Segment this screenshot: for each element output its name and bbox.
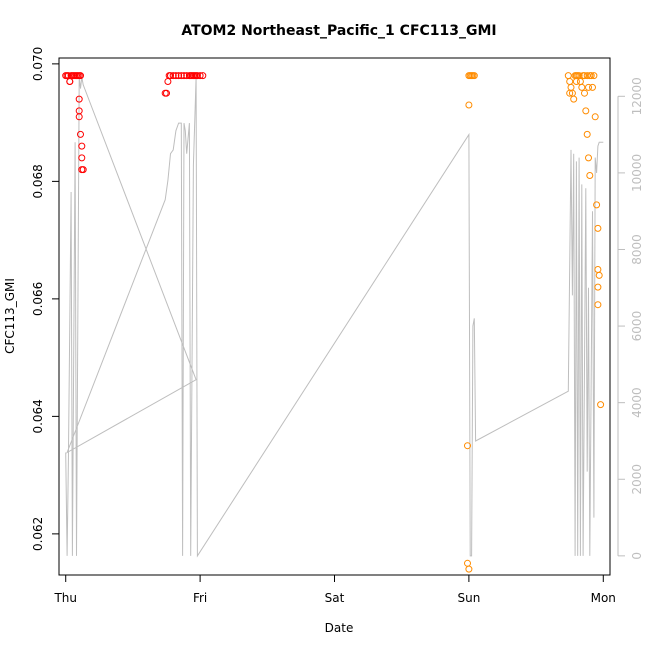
x-axis: Thu Fri Sat Sun Mon [53, 574, 616, 605]
data-point [594, 283, 602, 291]
data-point [595, 271, 603, 279]
x-tick-label: Sun [457, 591, 480, 605]
data-point [585, 83, 592, 91]
data-point [172, 72, 180, 80]
data-point [78, 154, 86, 162]
data-point [594, 224, 602, 232]
data-point [75, 95, 83, 103]
data-point [470, 72, 478, 80]
x-axis-label: Date [325, 621, 354, 635]
data-point [585, 154, 592, 162]
points-layer [62, 72, 605, 573]
data-point [578, 83, 586, 91]
data-point [465, 101, 473, 109]
data-point [78, 142, 86, 150]
y-tick-label: 0.070 [31, 47, 45, 81]
data-point [594, 266, 602, 273]
y-tick-label: 0.064 [31, 399, 45, 433]
x-tick-label: Fri [193, 591, 207, 605]
data-point [590, 72, 598, 80]
data-point [587, 72, 595, 80]
y2-tick-label: 12000 [630, 77, 644, 115]
data-point [567, 83, 575, 91]
data-point [597, 401, 605, 409]
data-point [169, 72, 177, 80]
data-point [196, 72, 204, 80]
y2-tick-label: 10000 [630, 154, 644, 192]
x-tick-label: Sat [325, 591, 345, 605]
data-point [163, 89, 170, 97]
data-point [593, 201, 601, 209]
data-point [66, 78, 74, 85]
y-tick-label: 0.062 [31, 517, 45, 551]
data-point [164, 78, 172, 85]
y-axis-left: 0.062 0.064 0.066 0.068 0.070 [31, 47, 60, 551]
data-point [465, 565, 473, 573]
data-point [583, 72, 591, 80]
y2-tick-label: 6000 [630, 311, 644, 342]
data-point [167, 72, 174, 80]
chart-title: ATOM2 Northeast_Pacific_1 CFC113_GMI [181, 23, 496, 39]
data-point [78, 166, 86, 174]
data-point [77, 130, 84, 138]
plot-area-frame [58, 57, 611, 576]
secondary-series-line [65, 77, 604, 558]
y2-tick-label: 2000 [630, 464, 644, 495]
data-point [591, 113, 599, 121]
data-point [199, 72, 207, 80]
data-point [594, 301, 602, 309]
data-point [183, 72, 191, 80]
y-axis-label: CFC113_GMI [3, 278, 17, 354]
data-point [180, 72, 188, 80]
data-point [75, 113, 83, 121]
x-tick-label: Thu [53, 591, 77, 605]
data-point [581, 72, 588, 80]
data-point [464, 559, 471, 567]
data-point [566, 89, 574, 97]
x-tick-label: Mon [591, 591, 616, 605]
data-point [464, 442, 471, 450]
data-point [582, 107, 590, 115]
data-point [589, 83, 596, 91]
y2-tick-label: 8000 [630, 234, 644, 265]
y-axis-right: 0 2000 4000 6000 8000 10000 12000 [617, 77, 644, 560]
secondary-line-layer [65, 77, 604, 558]
data-point [572, 78, 580, 85]
data-point [570, 95, 578, 103]
data-point [175, 72, 183, 80]
data-point [583, 130, 591, 138]
y2-tick-label: 4000 [630, 387, 644, 418]
data-point [586, 172, 594, 179]
data-point [581, 89, 588, 97]
data-point [177, 72, 185, 80]
data-point [193, 72, 201, 80]
data-point [566, 78, 574, 85]
data-point [77, 72, 84, 80]
y-tick-label: 0.068 [31, 164, 45, 198]
data-point [564, 72, 572, 80]
y-tick-label: 0.066 [31, 282, 45, 316]
y2-tick-label: 0 [630, 552, 644, 560]
